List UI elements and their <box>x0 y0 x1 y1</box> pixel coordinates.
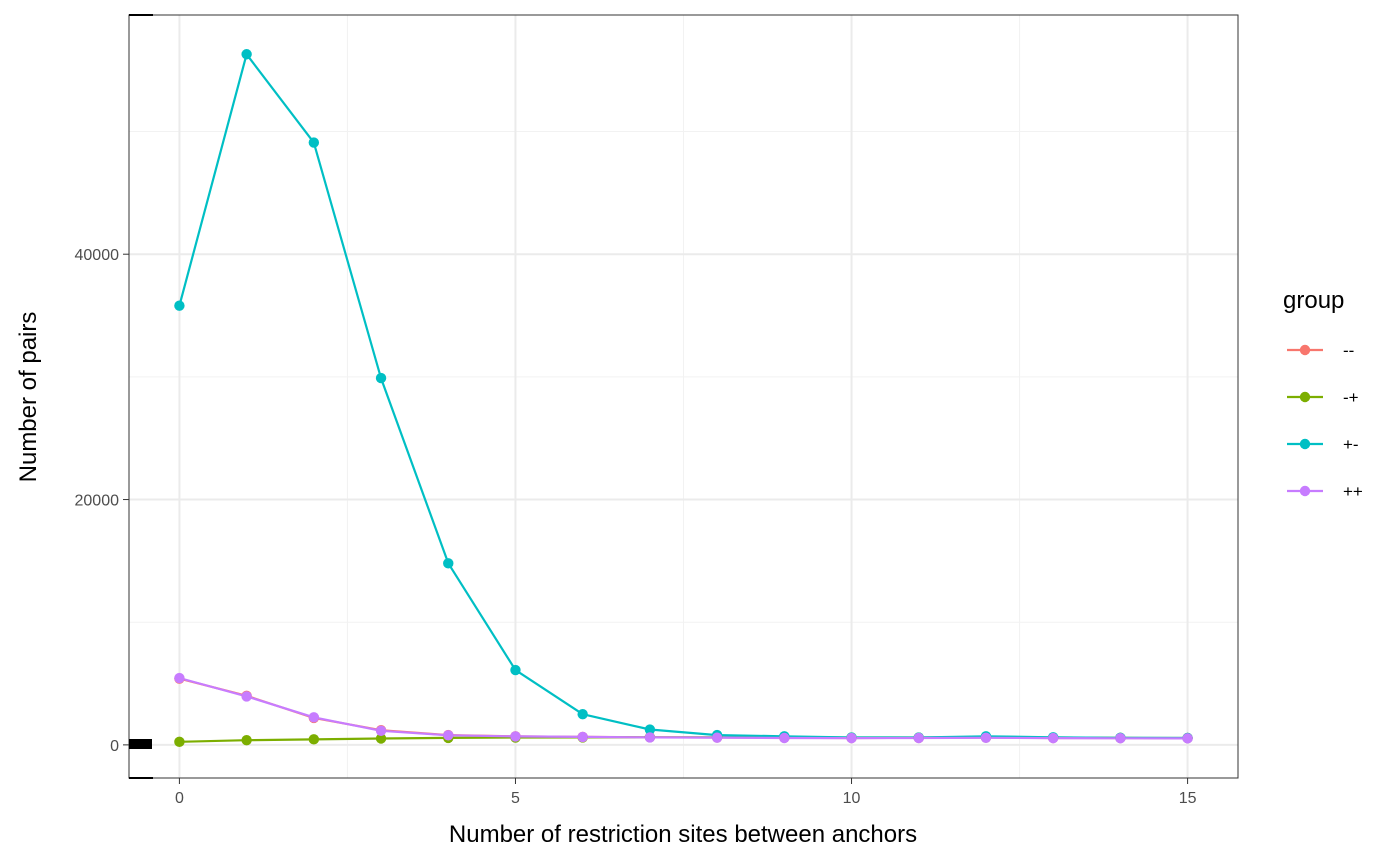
data-point <box>241 691 252 702</box>
x-axis-title: Number of restriction sites between anch… <box>449 821 917 848</box>
y-tick-label: 40000 <box>75 247 120 264</box>
data-point <box>308 712 320 723</box>
data-point <box>174 300 185 311</box>
data-point <box>375 733 387 744</box>
y-tick-label: 0 <box>110 738 119 755</box>
data-point <box>644 724 656 735</box>
data-point <box>577 709 588 720</box>
data-point <box>1182 733 1193 744</box>
left-edge-marks <box>129 14 153 779</box>
data-point <box>308 137 320 148</box>
legend-key-point <box>1299 391 1311 403</box>
x-axis: 0 5 10 15 <box>175 778 1197 807</box>
legend-label: -+ <box>1343 388 1359 407</box>
data-point <box>241 735 252 746</box>
legend-title: group <box>1283 287 1344 314</box>
data-point <box>913 732 924 744</box>
legend-label: +- <box>1343 435 1359 454</box>
x-tick-label: 15 <box>1179 790 1197 807</box>
legend: group -- -+ +- ++ <box>1283 287 1363 501</box>
series-layer <box>174 49 1193 748</box>
series-line <box>178 53 1188 740</box>
data-point <box>443 730 454 741</box>
y-axis: 0 20000 40000 <box>75 247 129 755</box>
minor-gridlines <box>129 15 1238 778</box>
x-tick-label: 0 <box>175 790 184 807</box>
data-point <box>577 731 588 743</box>
data-point <box>510 731 521 742</box>
data-point <box>644 732 656 743</box>
data-point <box>779 732 790 744</box>
data-point <box>1115 733 1126 744</box>
data-point <box>846 732 857 744</box>
y-tick-label: 20000 <box>75 493 120 510</box>
data-point <box>174 736 185 748</box>
series-line <box>179 676 1188 740</box>
data-point <box>443 558 454 569</box>
plot-border <box>128 14 1239 779</box>
legend-key-point <box>1299 344 1311 356</box>
data-point <box>241 49 252 60</box>
major-gridlines <box>129 15 1238 778</box>
legend-key-point <box>1299 485 1311 497</box>
data-point <box>510 664 521 676</box>
x-tick-label: 5 <box>511 790 520 807</box>
data-point <box>375 372 387 384</box>
data-point <box>980 732 992 743</box>
x-tick-label: 10 <box>843 790 861 807</box>
data-point <box>711 732 723 743</box>
legend-label: -- <box>1343 341 1354 360</box>
legend-label: ++ <box>1343 482 1363 501</box>
data-point <box>1047 732 1059 744</box>
y-axis-title: Number of pairs <box>15 312 42 483</box>
data-point <box>308 734 320 745</box>
legend-key-point <box>1299 438 1311 450</box>
data-point <box>174 672 185 684</box>
data-point <box>375 725 387 736</box>
